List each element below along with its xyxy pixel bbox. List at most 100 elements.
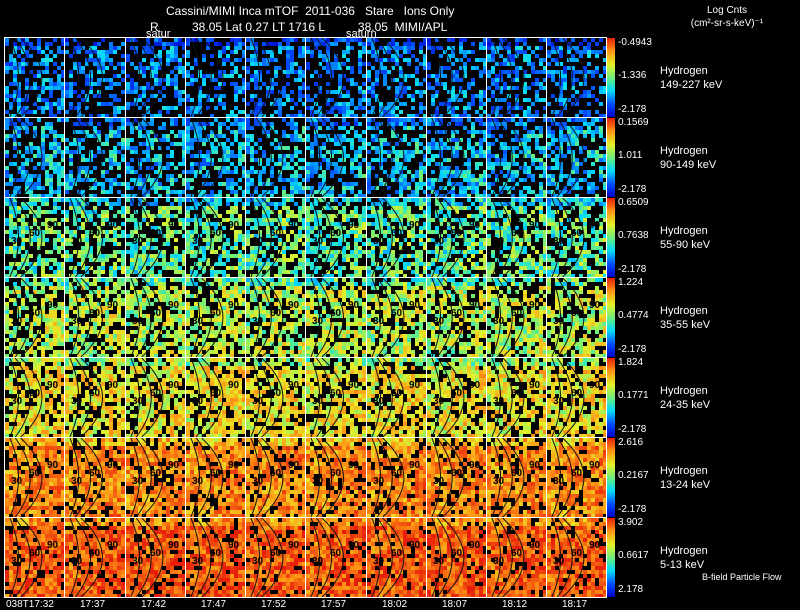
angle-label: 90 [107,460,118,471]
angle-label: 30 [132,556,143,567]
angle-label: 60 [150,388,161,399]
angle-label: 60 [571,308,582,319]
time-label: 18:02 [382,599,407,610]
time-label: 17:52 [261,599,286,610]
angle-label: 60 [210,308,221,319]
angle-label: 60 [210,548,221,559]
angle-label: 60 [150,308,161,319]
angle-label: 30 [192,556,203,567]
angle-label: 60 [330,468,341,479]
angle-label: 30 [11,236,22,247]
image-panel [65,118,126,197]
image-panel [547,118,607,197]
species-name: Hydrogen [660,144,716,158]
angle-label: 60 [89,308,100,319]
energy-range: 13-24 keV [660,478,710,492]
colorbar-max: 3.902 [618,517,643,528]
image-panel [427,118,487,197]
image-panel [246,118,306,197]
angle-label: 60 [511,388,522,399]
angle-label: 90 [168,300,179,311]
angle-label: 60 [150,548,161,559]
angle-label: 90 [469,220,480,231]
angle-label: 90 [469,380,480,391]
angle-label: 90 [529,460,540,471]
species-name: Hydrogen [660,544,708,558]
angle-label: 60 [270,308,281,319]
angle-label: 30 [373,316,384,327]
energy-row [5,118,607,198]
angle-label: 90 [228,460,239,471]
angle-label: 60 [210,228,221,239]
colorbar-max: 1.224 [618,277,643,288]
angle-label: 60 [391,548,402,559]
angle-label: 30 [192,396,203,407]
angle-label: 60 [391,468,402,479]
image-panel [367,118,427,197]
energy-range: 24-35 keV [660,398,710,412]
time-label: 18:12 [502,599,527,610]
angle-label: 60 [29,388,40,399]
angle-label: 90 [589,380,600,391]
angle-label: 60 [89,468,100,479]
angle-label: 60 [330,388,341,399]
angle-label: 30 [373,236,384,247]
colorbar-min: -2.178 [618,184,646,195]
angle-label: 30 [132,396,143,407]
angle-label: 90 [288,540,299,551]
angle-label: 30 [252,236,263,247]
colorbar-min: -2.178 [618,504,646,515]
angle-label: 30 [312,316,323,327]
angle-label: 90 [529,380,540,391]
angle-label: 60 [511,308,522,319]
angle-label: 60 [210,468,221,479]
colorbar-min: -2.178 [618,104,646,115]
image-panel [126,118,186,197]
angle-label: 60 [511,228,522,239]
angle-label: 30 [71,236,82,247]
angle-label: 90 [47,220,58,231]
angle-label: 30 [252,396,263,407]
angle-label: 60 [270,548,281,559]
angle-label: 30 [252,556,263,567]
angle-label: 30 [433,396,444,407]
angle-label: 30 [71,476,82,487]
colorbar [607,278,615,357]
angle-label: 90 [529,300,540,311]
angle-label: 30 [433,316,444,327]
angle-label: 60 [330,228,341,239]
angle-label: 90 [589,220,600,231]
angle-label: 90 [529,540,540,551]
colorbar-mid: 0.4774 [618,310,649,321]
angle-label: 30 [433,236,444,247]
angle-label: 60 [29,228,40,239]
species-name: Hydrogen [660,304,710,318]
image-panel: 30 60 90 [246,518,306,597]
colorbar-mid: 0.7638 [618,230,649,241]
colorbar [607,518,615,597]
time-label: 17:42 [141,599,166,610]
angle-label: 90 [168,540,179,551]
angle-label: 60 [391,388,402,399]
angle-label: 30 [192,476,203,487]
colorbar-min: -2.178 [618,344,646,355]
